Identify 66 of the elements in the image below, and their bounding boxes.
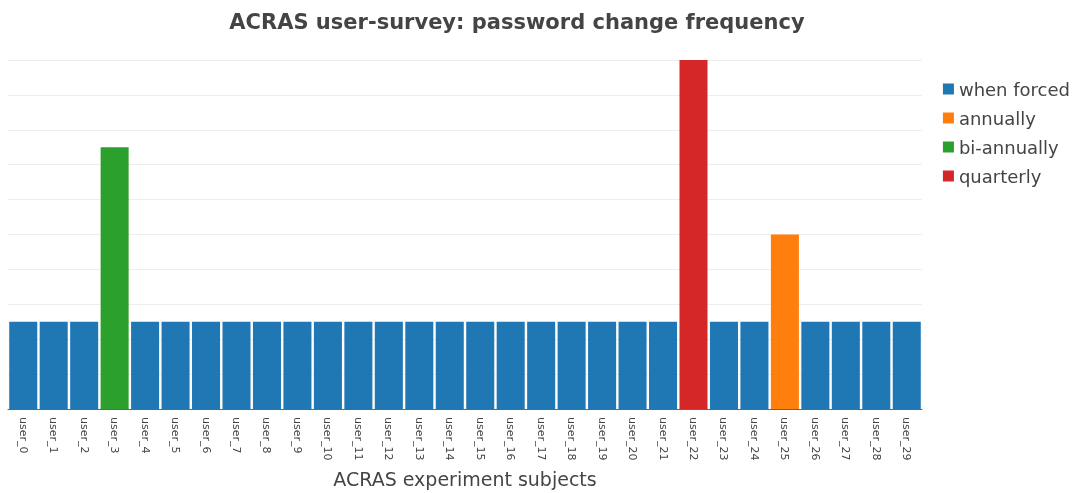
bar — [527, 321, 556, 409]
bar — [588, 321, 617, 409]
x-axis-title: ACRAS experiment subjects — [333, 467, 597, 490]
legend-label: bi-annually — [958, 136, 1060, 158]
x-tick-label: user_2 — [77, 417, 91, 454]
bar — [740, 321, 769, 409]
x-tick-label: user_28 — [869, 417, 883, 461]
bar — [862, 321, 891, 409]
x-tick-label: user_12 — [382, 417, 396, 461]
x-tick-label: user_29 — [900, 417, 914, 461]
bar — [344, 321, 373, 409]
bar — [435, 321, 464, 409]
x-tick-label: user_16 — [504, 417, 518, 461]
bar — [192, 321, 221, 409]
x-tick-label: user_8 — [260, 417, 274, 454]
bar — [770, 234, 799, 409]
bar — [892, 321, 921, 409]
bar — [496, 321, 525, 409]
legend-label: when forced — [958, 78, 1071, 100]
x-tick-label: user_24 — [747, 417, 761, 461]
x-tick-label: user_11 — [351, 417, 365, 461]
x-tick-label: user_1 — [47, 417, 61, 454]
legend-label: quarterly — [958, 165, 1042, 187]
bar — [313, 321, 342, 409]
x-tick-label: user_7 — [230, 417, 243, 454]
bar — [679, 60, 708, 409]
x-tick-label: user_3 — [108, 417, 122, 454]
bar — [649, 321, 678, 409]
x-tick-label: user_19 — [595, 417, 609, 461]
legend-label: annually — [958, 107, 1037, 129]
x-tick-label: user_17 — [534, 417, 548, 461]
x-tick-label: user_22 — [687, 417, 700, 461]
bar — [9, 321, 38, 409]
bar — [374, 321, 403, 409]
x-tick-label: user_5 — [169, 417, 183, 454]
chart-title: ACRAS user-survey: password change frequency — [229, 9, 805, 34]
bar — [161, 321, 190, 409]
bar — [70, 321, 99, 409]
x-tick-label: user_9 — [290, 417, 304, 454]
x-tick-label: user_23 — [717, 417, 731, 461]
bar — [283, 321, 312, 409]
bar — [39, 321, 68, 409]
bar — [131, 321, 160, 409]
bar — [831, 321, 860, 409]
bar — [618, 321, 647, 409]
bar — [801, 321, 830, 409]
x-tick-label: user_18 — [565, 417, 579, 461]
x-tick-label: user_26 — [808, 417, 822, 461]
x-tick-label: user_14 — [443, 417, 457, 461]
bar — [252, 321, 281, 409]
bar — [100, 147, 129, 409]
x-tick-label: user_0 — [16, 417, 30, 454]
x-tick-label: user_6 — [199, 417, 213, 454]
x-tick-label: user_25 — [778, 417, 792, 461]
bar — [709, 321, 738, 409]
x-tick-label: user_10 — [321, 417, 335, 461]
x-tick-label: user_21 — [656, 417, 670, 461]
x-tick-label: user_13 — [412, 417, 426, 461]
x-tick-label: user_20 — [626, 417, 640, 461]
bar — [557, 321, 586, 409]
bar — [405, 321, 434, 409]
bar — [466, 321, 495, 409]
x-tick-label: user_15 — [473, 417, 487, 461]
x-tick-label: user_4 — [138, 417, 152, 454]
x-tick-label: user_27 — [839, 417, 853, 461]
bar — [222, 321, 251, 409]
